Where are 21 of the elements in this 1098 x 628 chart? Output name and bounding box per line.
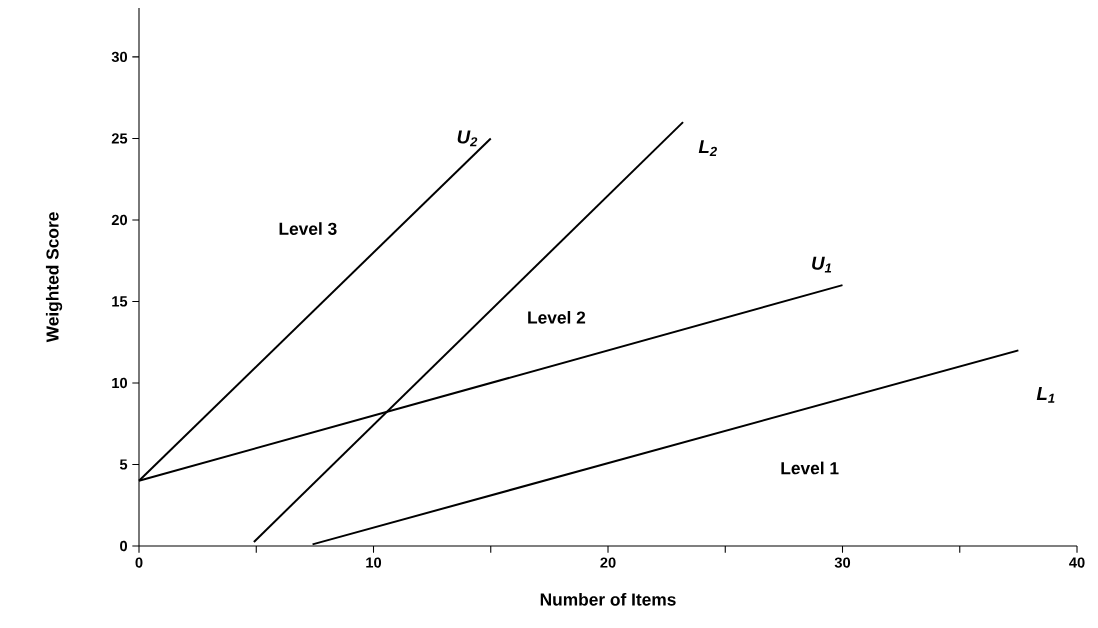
series-label: U$_{2}$ <box>457 130 478 147</box>
annotation: Level 3 <box>279 222 337 235</box>
x-tick-label: 0 <box>135 557 143 568</box>
y-tick-label: 10 <box>112 377 128 389</box>
annotation: Level 1 <box>781 461 839 475</box>
annotation: Level 2 <box>528 310 586 324</box>
series-label: U$_{1}$ <box>812 256 832 273</box>
series-label: L$_{2}$ <box>698 140 717 156</box>
x-tick-label: 10 <box>366 557 382 568</box>
y-tick-label: 25 <box>111 133 128 144</box>
y-tick-label: 0 <box>120 540 128 552</box>
y-tick-label: 5 <box>119 459 128 470</box>
y-axis-title: Weighted Score <box>45 212 63 343</box>
x-axis-title: Number of Items <box>540 592 676 606</box>
y-tick-label: 15 <box>112 296 128 307</box>
y-tick-label: 30 <box>111 51 128 63</box>
x-tick-label: 20 <box>600 557 616 568</box>
x-tick-label: 30 <box>834 557 851 568</box>
x-tick-label: 40 <box>1069 557 1085 568</box>
y-tick-label: 20 <box>111 214 128 226</box>
text: L$_{1}$ <box>1036 387 1055 403</box>
